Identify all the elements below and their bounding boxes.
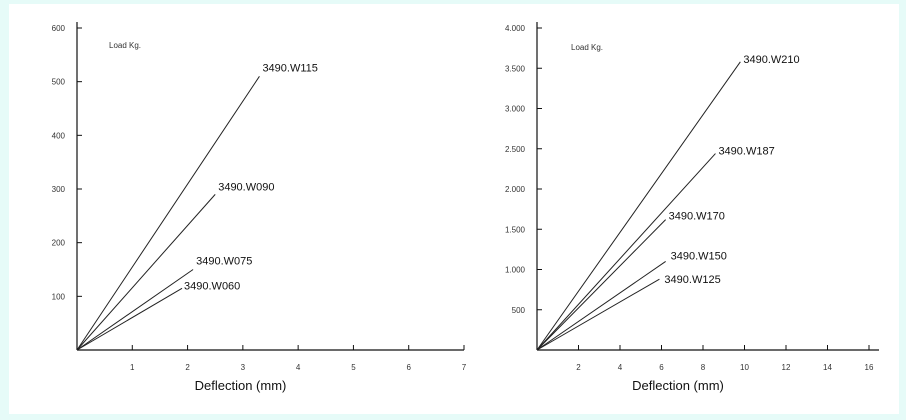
x-tick-label: 1 <box>130 363 135 372</box>
series-line <box>76 269 194 351</box>
series-line <box>76 76 260 351</box>
x-tick-label: 6 <box>659 363 664 372</box>
x-tick-label: 10 <box>740 363 749 372</box>
x-axis-title: Deflection (mm) <box>195 378 287 393</box>
y-axis-label: Load Kg. <box>109 41 141 50</box>
x-tick-label: 5 <box>351 363 356 372</box>
y-tick-label: 3.500 <box>505 64 526 73</box>
x-tick-label: 2 <box>185 363 190 372</box>
y-tick-label: 200 <box>52 239 66 248</box>
x-tick-label: 4 <box>618 363 623 372</box>
y-tick-label: 1.000 <box>505 266 526 275</box>
x-tick-label: 12 <box>782 363 791 372</box>
y-tick-label: 600 <box>52 24 66 33</box>
series-label: 3490.W075 <box>196 256 252 268</box>
y-tick-label: 500 <box>512 306 526 315</box>
x-tick-label: 4 <box>296 363 301 372</box>
y-tick-label: 2.500 <box>505 145 526 154</box>
x-tick-label: 16 <box>865 363 874 372</box>
series-label: 3490.W170 <box>669 211 725 223</box>
series-label: 3490.W210 <box>743 54 799 66</box>
series-line <box>536 219 667 351</box>
x-tick-label: 8 <box>701 363 706 372</box>
series-label: 3490.W150 <box>671 250 727 262</box>
y-tick-label: 400 <box>52 131 66 140</box>
x-axis-title: Deflection (mm) <box>632 378 724 393</box>
series-line <box>536 153 716 351</box>
series-line <box>536 261 666 351</box>
y-tick-label: 4.000 <box>505 24 526 33</box>
y-tick-label: 300 <box>52 185 66 194</box>
series-line <box>536 61 741 351</box>
y-axis-label: Load Kg. <box>571 43 603 52</box>
x-tick-label: 14 <box>823 363 832 372</box>
chart-page: 100 200 300 400 500 600 1 2 3 4 5 6 7 Load Kg. Deflect… <box>9 4 899 414</box>
series-label: 3490.W125 <box>664 274 720 286</box>
series-label: 3490.W060 <box>184 280 240 292</box>
y-tick-label: 1.500 <box>505 225 526 234</box>
x-tick-label: 2 <box>576 363 581 372</box>
x-tick-label: 3 <box>241 363 246 372</box>
series-line <box>536 278 660 351</box>
x-tick-label: 7 <box>462 363 467 372</box>
series-label: 3490.W115 <box>262 62 317 74</box>
series-line <box>76 194 216 351</box>
y-tick-label: 500 <box>52 78 66 87</box>
y-tick-label: 2.000 <box>505 185 526 194</box>
x-tick-label: 6 <box>406 363 411 372</box>
series-line <box>76 287 183 351</box>
series-label: 3490.W090 <box>218 181 274 193</box>
y-tick-label: 100 <box>52 292 66 301</box>
series-label: 3490.W187 <box>718 146 774 158</box>
y-tick-label: 3.000 <box>505 105 526 114</box>
